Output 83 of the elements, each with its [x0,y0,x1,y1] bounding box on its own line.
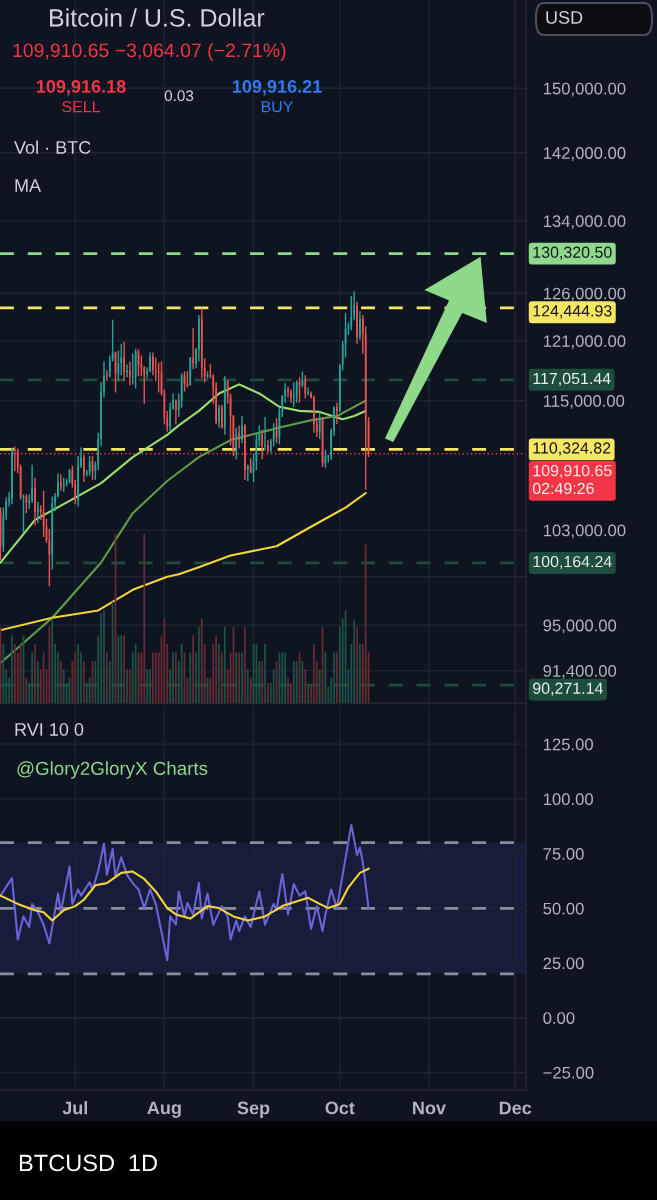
candlestick [295,379,298,404]
y-tick-label: 0.00 [543,1012,575,1024]
x-tick-label: Jul [62,1101,88,1115]
annotation: @Glory2GloryX Charts [17,761,208,779]
candlestick [149,351,151,374]
candlestick [13,445,16,472]
chart-title: Bitcoin / U.S. Dollar [50,8,265,27]
y-tick-label: 150,000.00 [543,82,626,97]
y-tick-label: 91,400.00 [543,665,617,679]
candlestick [152,351,154,377]
annotation: Vol · BTC [14,140,91,154]
annotation: BUY [261,101,294,113]
x-tick-label: Sep [237,1101,270,1118]
text: USD [546,11,583,24]
y-tick-label: 75.00 [543,847,584,860]
line-series [0,399,367,664]
annotation: 109,916.21 [232,80,322,96]
y-tick-label: 95,000.00 [543,619,617,634]
y-tick-label: 126,000.00 [543,287,626,302]
y-tick-label: 25.00 [543,957,584,970]
text: BTCUSD [19,1154,114,1172]
candlestick [106,369,108,383]
ref-line-label: 130,320.50 [533,246,612,260]
candlestick [11,446,13,505]
candlestick [290,388,292,404]
candlestick [356,300,358,345]
y-tick-label: 142,000.00 [543,147,626,161]
annotation: 109,916.18 [36,80,126,96]
candlestick [304,374,307,400]
candlestick [350,295,353,331]
candlestick [261,428,264,460]
candlestick [129,360,131,387]
line-series [0,492,367,632]
candlestick [34,477,36,527]
y-tick-label: 103,000.00 [543,524,626,539]
y-tick-label: 125.00 [543,738,593,751]
candlestick [249,457,252,475]
ref-line-label: 100,164.24 [533,555,612,570]
candlestick [60,473,62,492]
y-tick-label: −25.00 [543,1066,594,1079]
y-tick-label: 115,000.00 [543,395,625,409]
candlestick [22,493,25,534]
candlestick [287,385,289,399]
candlestick [180,372,183,409]
candlestick [175,398,177,426]
candlestick [359,310,361,341]
annotation: 0.03 [164,90,194,102]
x-tick-label: Dec [499,1101,532,1115]
ref-line-label: 124,444.93 [533,305,612,319]
candlestick [272,422,275,448]
candlestick [221,404,223,430]
annotation: SELL [62,100,101,113]
x-tick-label: Oct [325,1101,355,1115]
candlestick [218,404,220,429]
candlestick [126,363,128,379]
candlestick [313,394,315,434]
candlestick [292,381,295,408]
line-series [0,867,370,922]
line-series [0,383,367,564]
ref-line-label: 110,324.82 [533,442,611,456]
text: 1D [129,1154,157,1172]
candlestick [131,352,134,386]
y-tick-label: 121,000.00 [543,335,626,349]
candlestick [267,439,269,454]
x-tick-label: Nov [413,1101,446,1115]
text: 109,910.65 −3,064.07 (−2.71%) [13,42,286,62]
annotation: RVI 10 0 [15,723,84,736]
candlestick [241,415,243,444]
y-tick-label: 100.00 [543,793,593,806]
candlestick [83,454,85,483]
y-tick-label: 134,000.00 [543,215,626,230]
line-series [0,823,370,962]
candlestick [336,401,338,426]
annotation: MA [15,179,42,192]
candlestick [123,341,125,383]
ref-line-label: 117,051.44 [533,372,611,386]
candlestick [37,501,39,525]
candlestick [244,423,246,481]
candlestick [120,343,123,377]
x-tick-label: Aug [147,1101,181,1118]
ref-line-label: 90,271.14 [533,682,603,696]
ref-line-label: 109,910.65 02:49:26 [532,464,612,495]
y-tick-label: 50.00 [543,902,584,915]
